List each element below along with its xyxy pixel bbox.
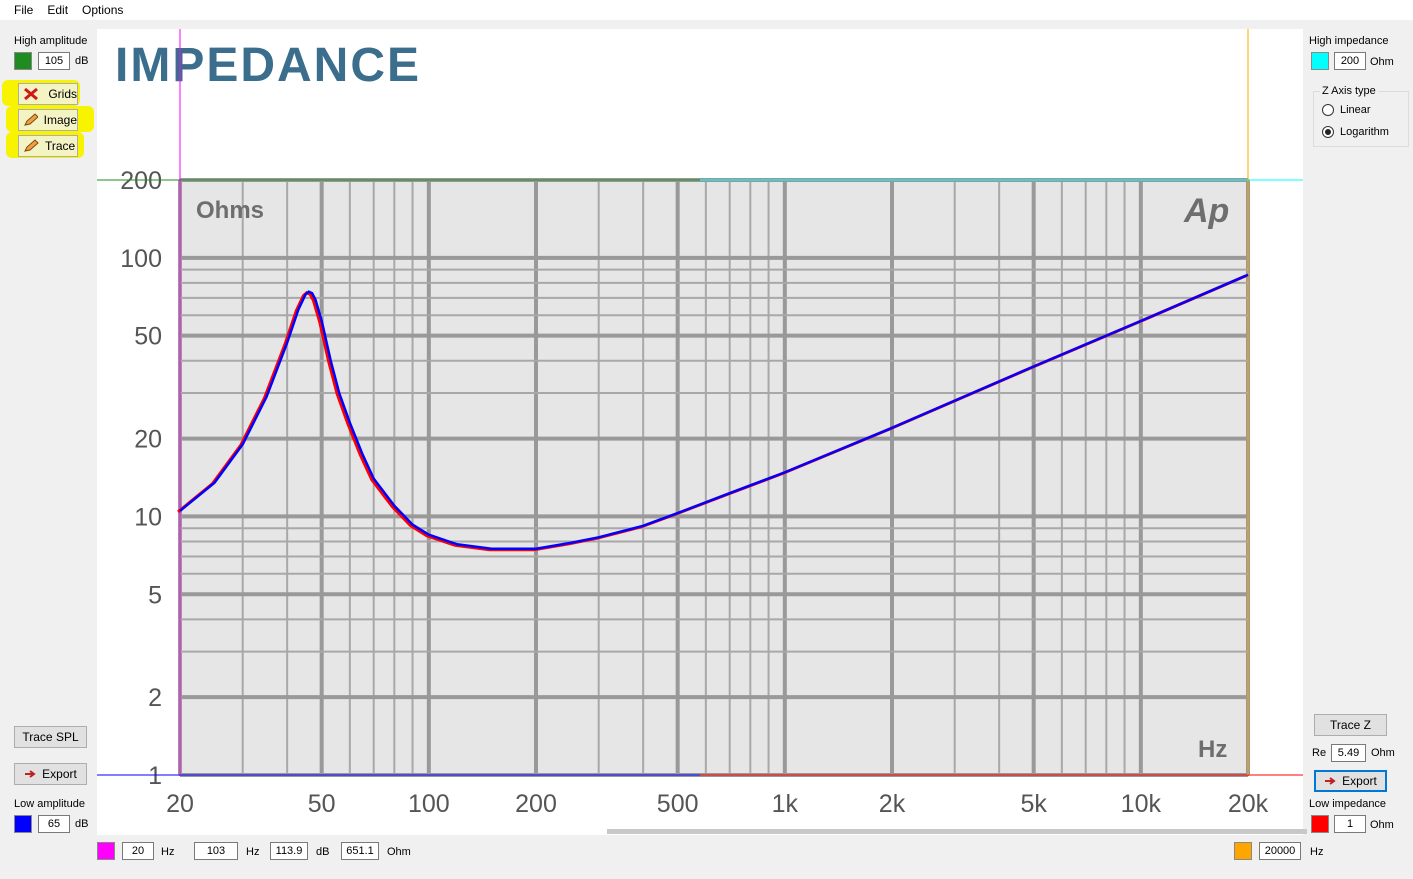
z-axis-group-label: Z Axis type [1320, 85, 1378, 97]
x-tick-label: 200 [515, 790, 557, 818]
high-frequency-unit: Hz [1310, 846, 1324, 858]
high-amplitude-input[interactable]: 105 [38, 52, 70, 70]
low-impedance-label: Low impedance [1309, 798, 1387, 810]
x-tick-label: 20 [166, 790, 194, 818]
x-tick-label: 5k [1020, 790, 1047, 818]
low-frequency-input[interactable]: 20 [122, 842, 154, 860]
x-tick-label: 2k [879, 790, 906, 818]
x-axis-label: Hz [1198, 736, 1227, 763]
cursor-db-unit: dB [316, 846, 330, 858]
chart-markers [97, 29, 1303, 776]
menu-file[interactable]: File [14, 3, 34, 17]
grids-button[interactable]: Grids [18, 83, 78, 105]
pencil-icon [24, 139, 39, 152]
re-unit: Ohm [1371, 747, 1395, 759]
pencil-icon [24, 113, 38, 126]
high-impedance-input[interactable]: 200 [1334, 52, 1366, 70]
cursor-db-readout: 113.9 [270, 842, 308, 860]
high-amplitude-label: High amplitude [14, 35, 88, 47]
z-axis-linear-radio[interactable] [1322, 104, 1334, 116]
y-tick-label: 2 [148, 684, 162, 712]
export-z-label: Export [1342, 774, 1377, 788]
x-icon [24, 87, 38, 101]
chart-ticks: 20 50 100 200 500 1k 2k 5k 10k 20k 1 2 5 10 20 50 100 200 [120, 167, 1268, 818]
y-tick-label: 1 [148, 762, 162, 790]
x-tick-label: 500 [657, 790, 699, 818]
chart-traces [177, 273, 1249, 552]
image-button-label: Image [43, 113, 77, 127]
y-tick-label: 200 [120, 167, 162, 195]
y-tick-label: 5 [148, 581, 162, 609]
high-frequency-color-swatch[interactable] [1234, 842, 1252, 860]
menu-edit[interactable]: Edit [47, 3, 69, 17]
x-tick-label: 20k [1228, 790, 1269, 818]
image-button[interactable]: Image [18, 109, 78, 131]
cursor-ohm-unit: Ohm [387, 846, 411, 858]
export-spl-button[interactable]: Export [14, 763, 87, 785]
low-frequency-color-swatch[interactable] [97, 842, 115, 860]
arrow-icon [25, 770, 36, 778]
trace-button-label: Trace [45, 139, 76, 153]
y-tick-label: 20 [134, 426, 162, 454]
high-amplitude-unit: dB [75, 55, 89, 67]
low-impedance-unit: Ohm [1370, 819, 1394, 831]
high-frequency-input[interactable]: 20000 [1259, 842, 1301, 860]
horizontal-scrollbar[interactable] [607, 829, 1307, 834]
re-label: Re [1312, 747, 1327, 759]
low-amplitude-input[interactable]: 65 [38, 815, 70, 833]
grids-button-label: Grids [48, 87, 77, 101]
x-tick-label: 50 [308, 790, 336, 818]
cursor-frequency-readout: 103 [194, 842, 238, 860]
trace-z-button[interactable]: Trace Z [1314, 714, 1387, 736]
low-impedance-color-swatch[interactable] [1311, 815, 1329, 833]
z-axis-log-radio[interactable] [1322, 126, 1334, 138]
x-tick-label: 10k [1121, 790, 1162, 818]
x-tick-label: 1k [772, 790, 799, 818]
menu-bar: File Edit Options [0, 0, 1413, 20]
cursor-ohm-readout: 651.1 [341, 842, 379, 860]
chart-grid [178, 178, 1250, 777]
cursor-frequency-unit: Hz [246, 846, 260, 858]
y-tick-label: 100 [120, 245, 162, 273]
low-amplitude-color-swatch[interactable] [14, 815, 32, 833]
re-input[interactable]: 5.49 [1331, 744, 1366, 762]
export-spl-label: Export [42, 767, 77, 781]
arrow-icon [1325, 777, 1336, 785]
high-impedance-unit: Ohm [1370, 56, 1394, 68]
y-tick-label: 50 [134, 323, 162, 351]
high-impedance-color-swatch[interactable] [1311, 52, 1329, 70]
trace-button[interactable]: Trace [18, 135, 78, 157]
high-impedance-label: High impedance [1309, 35, 1389, 47]
low-amplitude-label: Low amplitude [14, 798, 85, 810]
low-impedance-input[interactable]: 1 [1334, 815, 1366, 833]
low-amplitude-unit: dB [75, 818, 89, 830]
y-tick-label: 10 [134, 503, 162, 531]
z-axis-linear-label: Linear [1340, 104, 1371, 116]
impedance-trace [179, 273, 1249, 550]
high-amplitude-color-swatch[interactable] [14, 52, 32, 70]
ap-logo: Ap [1183, 192, 1229, 230]
x-tick-label: 100 [408, 790, 450, 818]
plot-frame [179, 179, 1249, 776]
trace-spl-button[interactable]: Trace SPL [14, 726, 87, 748]
menu-options[interactable]: Options [82, 3, 124, 17]
y-axis-label: Ohms [196, 197, 264, 224]
chart-title: IMPEDANCE [115, 39, 421, 92]
export-z-button[interactable]: Export [1314, 770, 1387, 792]
z-axis-log-label: Logarithm [1340, 126, 1389, 138]
low-frequency-unit: Hz [161, 846, 175, 858]
